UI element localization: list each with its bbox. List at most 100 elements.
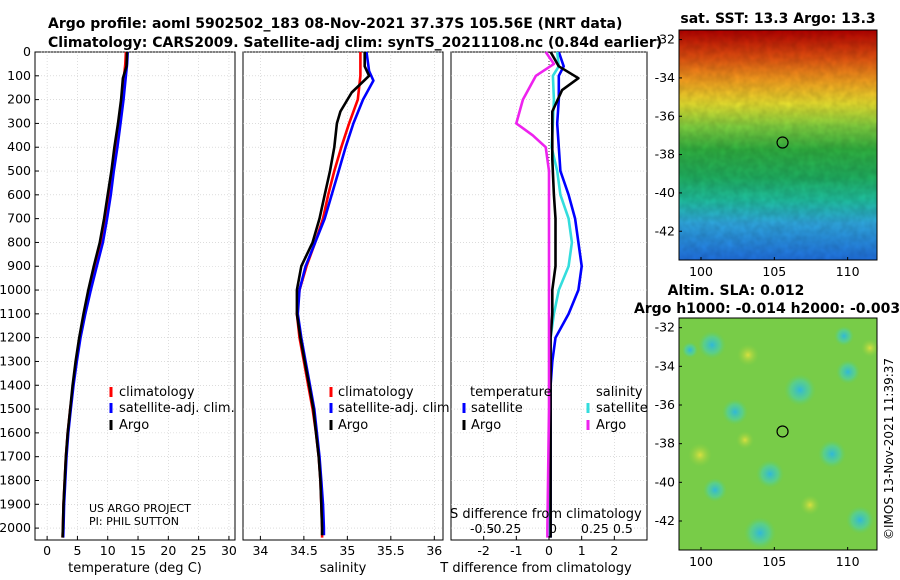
y-tick-label: 800 bbox=[7, 234, 31, 249]
map-y-tick-label: -40 bbox=[655, 185, 675, 200]
x-tick-label: 5 bbox=[73, 543, 81, 558]
t-difference-xlabel: T difference from climatology bbox=[439, 561, 632, 576]
series-line-argo-s- bbox=[515, 51, 556, 538]
temperature-panel: 0 5 10 15 20 25 30 0 100 200 300 400 500 600 700 800 90… bbox=[0, 44, 237, 576]
sla-eddy bbox=[818, 440, 846, 468]
difference-panel: -2 -1 0 1 2 -0.5-0.25 0 0.25 0.5 S difference f… bbox=[439, 51, 648, 576]
map-y-tick-label: -36 bbox=[655, 397, 675, 412]
sla-float-marker bbox=[776, 425, 789, 438]
sla-eddy bbox=[703, 478, 727, 502]
sst-float-marker bbox=[776, 136, 789, 149]
y-tick-label: 100 bbox=[7, 68, 31, 83]
map-y-tick-label: -42 bbox=[655, 513, 675, 528]
s-difference-label: S difference from climatology bbox=[450, 507, 642, 522]
map-y-tick-label: -38 bbox=[655, 147, 675, 162]
sla-eddy bbox=[800, 495, 820, 515]
map-y-tick-label: -38 bbox=[655, 436, 675, 451]
y-tick-label: 1900 bbox=[0, 496, 31, 511]
sla-eddy bbox=[698, 331, 726, 359]
y-tick-label: 1700 bbox=[0, 449, 31, 464]
sla-eddy bbox=[836, 360, 860, 384]
x-tick-label: 0 bbox=[43, 543, 51, 558]
legend-sat-sal: satellite bbox=[596, 401, 648, 416]
x-tick-label: 15 bbox=[130, 543, 146, 558]
y-tick-label: 1000 bbox=[0, 282, 31, 297]
pi-note: PI: PHIL SUTTON bbox=[89, 515, 179, 528]
sla-title-1: Altim. SLA: 0.012 bbox=[668, 283, 805, 299]
y-tick-label: 1200 bbox=[0, 330, 31, 345]
map-x-tick-label: 105 bbox=[762, 264, 786, 279]
map-y-tick-label: -40 bbox=[655, 474, 675, 489]
title-line-2: Climatology: CARS2009. Satellite-adj cli… bbox=[48, 35, 662, 51]
map-x-tick-label: 100 bbox=[689, 264, 713, 279]
sla-eddy bbox=[846, 506, 874, 534]
legend-climatology-sal: climatology bbox=[338, 385, 414, 400]
y-tick-label: 1500 bbox=[0, 401, 31, 416]
sla-eddy bbox=[722, 399, 748, 425]
series-line-argo-t- bbox=[549, 51, 580, 538]
x-tick-label: 10 bbox=[100, 543, 116, 558]
s-axis-tick-label: -0.5 bbox=[470, 521, 494, 536]
legend-argo: Argo bbox=[119, 418, 149, 433]
y-tick-label: 900 bbox=[7, 258, 31, 273]
sla-eddy bbox=[756, 460, 784, 488]
map-x-tick-label: 110 bbox=[836, 264, 860, 279]
x-tick-label: 25 bbox=[191, 543, 207, 558]
x-tick-label: 36 bbox=[426, 543, 442, 558]
y-tick-label: 1300 bbox=[0, 353, 31, 368]
legend-salinity-title: salinity bbox=[596, 385, 643, 400]
salinity-panel: 34 34.5 35 35.5 36 salinity climatology sate… bbox=[242, 51, 454, 576]
s-axis-tick-label: 0.5 bbox=[613, 521, 633, 536]
x-tick-label: -1 bbox=[510, 543, 522, 558]
map-y-tick-label: -34 bbox=[655, 358, 675, 373]
map-y-tick-label: -34 bbox=[655, 70, 675, 85]
map-y-tick-label: -32 bbox=[655, 32, 675, 47]
temperature-legend: climatology satellite-adj. clim. Argo bbox=[109, 385, 235, 433]
y-tick-label: 1100 bbox=[0, 306, 31, 321]
difference-legend: temperature salinity satellite Argo sate… bbox=[462, 385, 648, 433]
map-x-tick-label: 105 bbox=[762, 554, 786, 569]
sla-eddy bbox=[736, 431, 754, 449]
legend-argo-temp: Argo bbox=[471, 418, 501, 433]
map-y-tick-label: -36 bbox=[655, 108, 675, 123]
legend-satellite-adj-sal: satellite-adj. clim. bbox=[338, 401, 454, 416]
legend-temperature-title: temperature bbox=[470, 385, 552, 400]
sla-eddy bbox=[834, 326, 854, 346]
sla-title-2: Argo h1000: -0.014 h2000: -0.003 bbox=[634, 301, 900, 317]
x-tick-label: 2 bbox=[610, 543, 618, 558]
map-x-tick-label: 100 bbox=[689, 554, 713, 569]
sla-map-panel: Altim. SLA: 0.012 Argo h1000: -0.014 h20… bbox=[634, 283, 900, 569]
legend-sat-temp: satellite bbox=[471, 401, 523, 416]
sla-eddy bbox=[737, 344, 759, 366]
s-axis-tick-label: 0.25 bbox=[581, 521, 609, 536]
sla-eddy bbox=[682, 342, 698, 358]
temperature-xlabel: temperature (deg C) bbox=[68, 561, 202, 576]
y-tick-label: 1800 bbox=[0, 472, 31, 487]
y-tick-label: 700 bbox=[7, 211, 31, 226]
sst-map-panel: sat. SST: 13.3 Argo: 13.3 100 105 110 -32 -3… bbox=[655, 11, 878, 279]
y-tick-label: 500 bbox=[7, 163, 31, 178]
x-tick-label: 1 bbox=[578, 543, 586, 558]
map-x-tick-label: 110 bbox=[836, 554, 860, 569]
title-line-1: Argo profile: aoml 5902502_183 08-Nov-20… bbox=[48, 16, 622, 32]
sst-title: sat. SST: 13.3 Argo: 13.3 bbox=[680, 11, 875, 27]
x-tick-label: 30 bbox=[221, 543, 237, 558]
series-line-argo bbox=[61, 51, 129, 538]
s-axis-tick-label: 0 bbox=[549, 521, 557, 536]
x-tick-label: 0 bbox=[545, 543, 553, 558]
x-tick-label: 35 bbox=[339, 543, 355, 558]
sla-eddy bbox=[861, 339, 879, 357]
y-tick-label: 2000 bbox=[0, 520, 31, 535]
x-tick-label: 35.5 bbox=[377, 543, 405, 558]
y-tick-label: 300 bbox=[7, 115, 31, 130]
sla-eddy bbox=[688, 443, 712, 467]
y-tick-label: 600 bbox=[7, 187, 31, 202]
legend-satellite-adj: satellite-adj. clim. bbox=[119, 401, 235, 416]
project-note: US ARGO PROJECT bbox=[89, 502, 191, 515]
map-y-tick-label: -42 bbox=[655, 223, 675, 238]
legend-climatology: climatology bbox=[119, 385, 195, 400]
x-tick-label: -2 bbox=[477, 543, 489, 558]
y-tick-label: 0 bbox=[23, 44, 31, 59]
salinity-xlabel: salinity bbox=[320, 561, 367, 576]
